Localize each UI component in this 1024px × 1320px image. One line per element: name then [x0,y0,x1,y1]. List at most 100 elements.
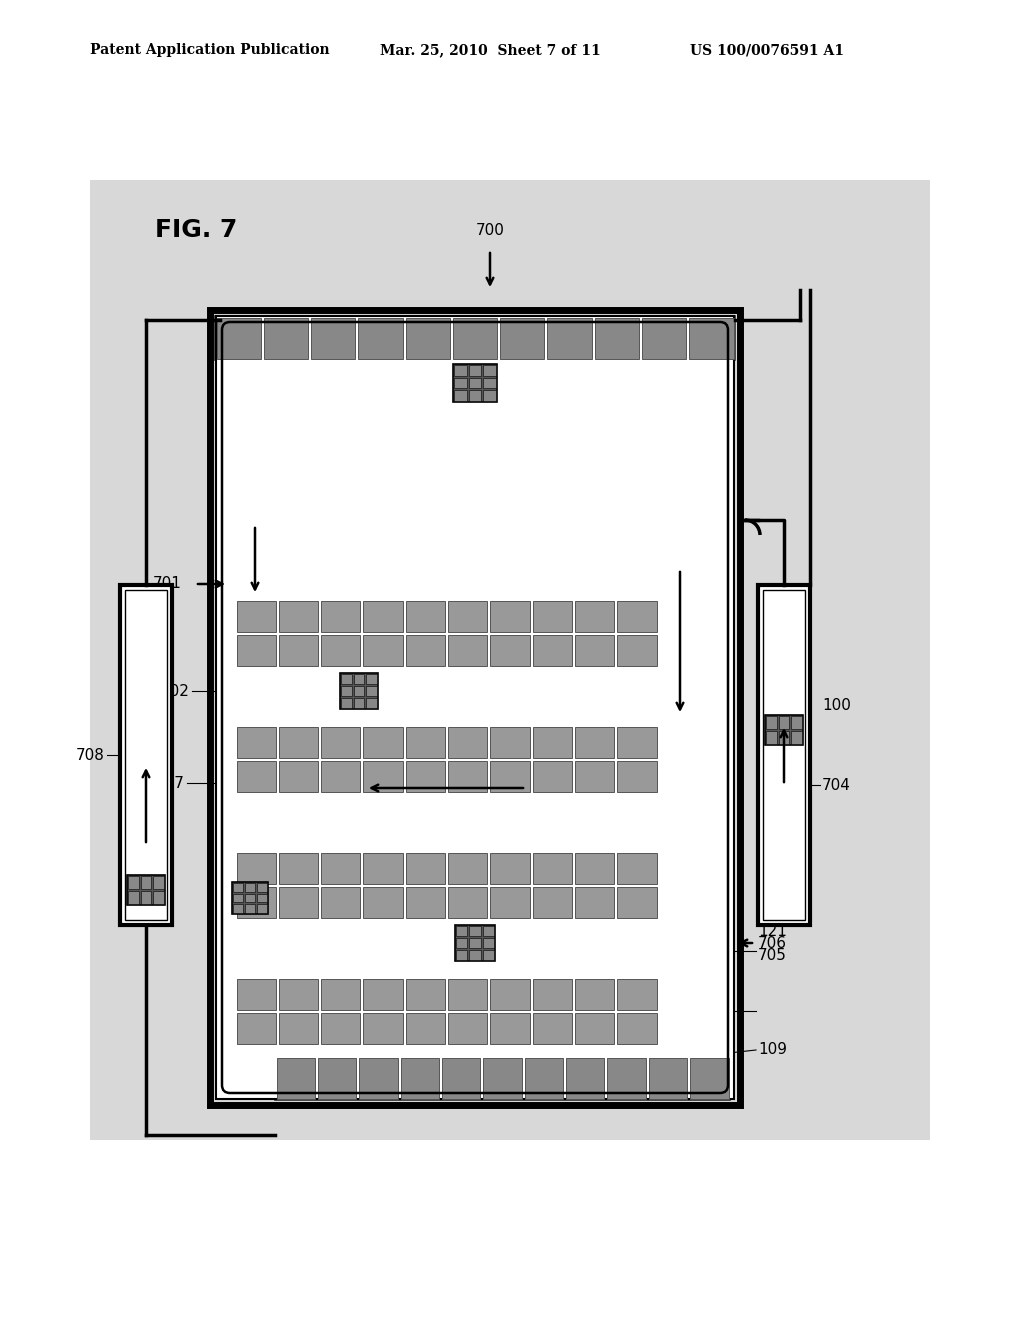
Bar [279,601,318,631]
Bar [322,887,360,917]
Bar [257,883,267,892]
Bar [406,760,445,792]
Bar [482,939,494,948]
Bar [279,1012,318,1044]
Bar [617,1012,656,1044]
Bar [574,760,614,792]
Bar [532,1012,571,1044]
Bar [367,686,377,696]
Bar [469,378,481,388]
Bar [500,318,545,359]
Bar [245,883,255,892]
Bar [359,1057,397,1098]
Bar [778,715,790,729]
Bar [532,635,571,665]
Bar [237,853,275,883]
Bar [617,635,656,665]
Bar [245,894,255,903]
Bar [574,726,614,758]
Text: 700: 700 [475,223,505,238]
Bar [210,310,740,1105]
Bar [617,726,656,758]
Bar [364,1012,402,1044]
Bar [449,726,487,758]
Bar [127,875,165,906]
Bar [483,1057,521,1098]
Bar [341,698,351,708]
Text: FIG. 7: FIG. 7 [155,218,238,242]
Bar [406,1012,445,1044]
Bar [400,1057,439,1098]
Bar [456,950,467,960]
Bar [322,635,360,665]
Bar [469,950,480,960]
Bar [469,366,481,376]
Text: 701: 701 [154,577,182,591]
Text: 109: 109 [758,1043,787,1057]
Bar [449,887,487,917]
Bar [453,364,497,403]
Bar [279,887,318,917]
Bar [454,391,467,401]
Bar [469,939,480,948]
Bar [642,318,686,359]
Text: 707: 707 [156,776,185,791]
Bar [237,635,275,665]
Bar [574,635,614,665]
Bar [237,601,275,631]
Bar [311,318,355,359]
Bar [322,1012,360,1044]
Bar [275,1056,730,1100]
Bar [690,1057,728,1098]
Bar [574,978,614,1010]
Bar [216,318,261,359]
Bar [154,876,164,888]
Bar [482,927,494,936]
Bar [276,1057,314,1098]
Bar [490,1012,529,1044]
Bar [234,851,658,919]
Bar [482,950,494,960]
Text: 704: 704 [822,777,851,792]
Bar [353,675,365,684]
Bar [574,601,614,631]
Bar [279,726,318,758]
Bar [154,891,164,904]
Bar [763,590,805,920]
Bar [128,891,138,904]
Bar [765,715,803,744]
Bar [353,686,365,696]
Bar [607,1057,646,1098]
Bar [449,760,487,792]
Bar [406,853,445,883]
Bar [233,894,243,903]
Bar [340,673,378,709]
Bar [574,853,614,883]
Bar [322,978,360,1010]
Bar [617,853,656,883]
Bar [232,882,268,913]
Bar [532,978,571,1010]
Bar [566,1057,604,1098]
Bar [237,726,275,758]
Text: Mar. 25, 2010  Sheet 7 of 11: Mar. 25, 2010 Sheet 7 of 11 [380,44,601,57]
Bar [237,760,275,792]
Bar [364,760,402,792]
Bar [792,731,802,744]
Bar [469,927,480,936]
Bar [120,585,172,925]
Bar [257,904,267,913]
Bar [341,675,351,684]
Bar [455,925,495,961]
Bar [245,904,255,913]
Bar [689,318,733,359]
Bar [406,601,445,631]
Bar [490,978,529,1010]
Bar [574,887,614,917]
Bar [574,1012,614,1044]
Bar [548,318,592,359]
Bar [766,731,776,744]
Text: 702: 702 [161,684,190,698]
Bar [234,977,658,1045]
Bar [449,635,487,665]
